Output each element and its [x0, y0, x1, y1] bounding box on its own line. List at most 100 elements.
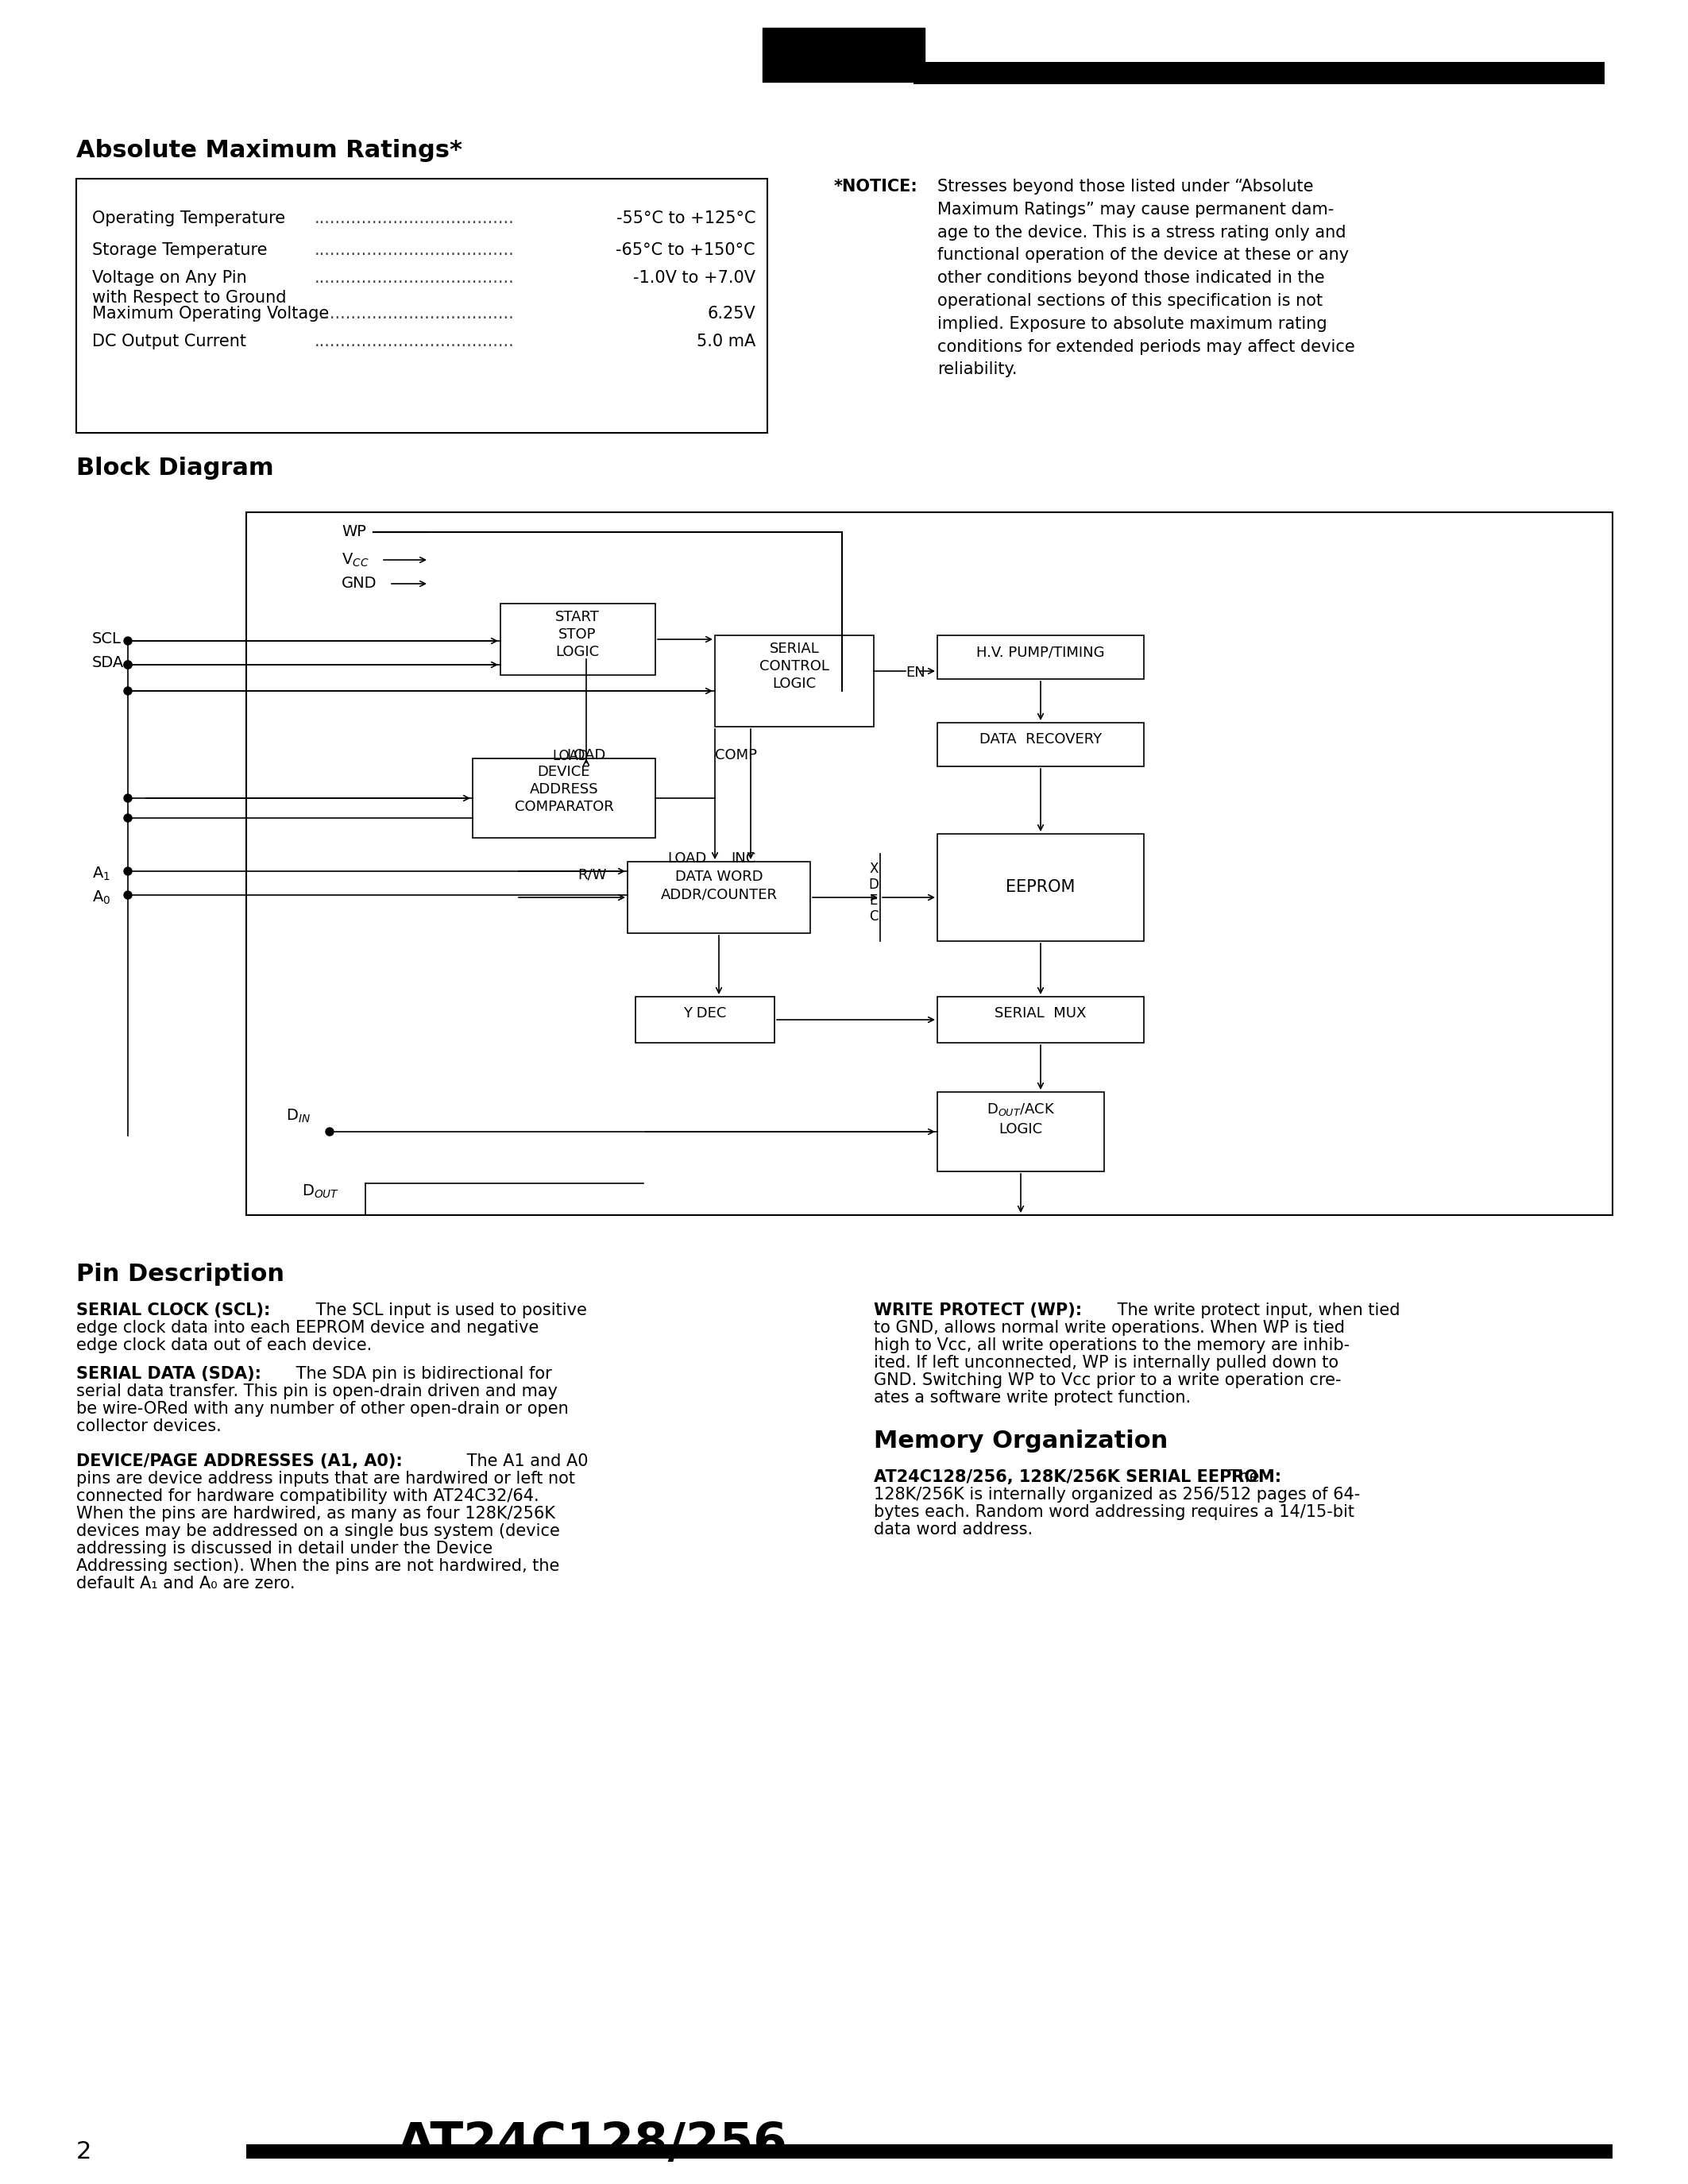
Text: AT24C128/256: AT24C128/256: [397, 2121, 788, 2167]
Text: Memory Organization: Memory Organization: [874, 1431, 1168, 1452]
Text: GND: GND: [341, 577, 376, 592]
Text: When the pins are hardwired, as many as four 128K/256K: When the pins are hardwired, as many as …: [76, 1505, 555, 1522]
Text: X: X: [869, 863, 878, 876]
Text: SCL: SCL: [93, 631, 122, 646]
Text: DATA  RECOVERY: DATA RECOVERY: [979, 732, 1102, 747]
Circle shape: [123, 638, 132, 644]
Text: -65°C to +150°C: -65°C to +150°C: [616, 242, 756, 258]
Bar: [76, 179, 768, 432]
Circle shape: [123, 867, 132, 876]
Text: LOAD: LOAD: [567, 749, 606, 762]
Circle shape: [123, 795, 132, 802]
Text: D: D: [869, 878, 879, 891]
Text: EEPROM: EEPROM: [1006, 880, 1075, 895]
Text: ......................................: ......................................: [314, 210, 515, 227]
Bar: [635, 996, 775, 1042]
Text: D$_{OUT}$/ACK
LOGIC: D$_{OUT}$/ACK LOGIC: [986, 1101, 1055, 1136]
Text: WP: WP: [341, 524, 366, 539]
Text: ......................................: ......................................: [314, 334, 515, 349]
Text: Block Diagram: Block Diagram: [76, 456, 273, 480]
Text: Storage Temperature: Storage Temperature: [93, 242, 267, 258]
Bar: [76, 179, 768, 192]
Text: -1.0V to +7.0V: -1.0V to +7.0V: [633, 271, 756, 286]
Text: D$_{OUT}$: D$_{OUT}$: [302, 1184, 339, 1201]
Bar: [473, 758, 655, 839]
Text: 6.25V: 6.25V: [707, 306, 756, 321]
Text: WRITE PROTECT (WP):: WRITE PROTECT (WP):: [874, 1302, 1082, 1319]
Text: The write protect input, when tied: The write protect input, when tied: [1112, 1302, 1399, 1319]
Text: START
STOP
LOGIC: START STOP LOGIC: [555, 609, 599, 660]
Text: to GND, allows normal write operations. When WP is tied: to GND, allows normal write operations. …: [874, 1319, 1345, 1337]
Text: 2: 2: [76, 2140, 91, 2164]
Text: Absolute Maximum Ratings*: Absolute Maximum Ratings*: [76, 140, 463, 162]
Bar: [716, 636, 874, 727]
Text: ......................................: ......................................: [314, 306, 515, 321]
Text: DC Output Current: DC Output Current: [93, 334, 246, 349]
Text: ATMEL: ATMEL: [770, 35, 917, 74]
Bar: [246, 2145, 1612, 2158]
Text: Operating Temperature: Operating Temperature: [93, 210, 285, 227]
Text: edge clock data into each EEPROM device and negative: edge clock data into each EEPROM device …: [76, 1319, 538, 1337]
Text: H.V. PUMP/TIMING: H.V. PUMP/TIMING: [976, 644, 1104, 660]
Text: bytes each. Random word addressing requires a 14/15-bit: bytes each. Random word addressing requi…: [874, 1505, 1354, 1520]
Circle shape: [123, 662, 132, 668]
Text: Maximum Operating Voltage: Maximum Operating Voltage: [93, 306, 329, 321]
Text: DEVICE/PAGE ADDRESSES (A1, A0):: DEVICE/PAGE ADDRESSES (A1, A0):: [76, 1452, 402, 1470]
Text: *NOTICE:: *NOTICE:: [834, 179, 918, 194]
Text: COMP: COMP: [716, 749, 756, 762]
Bar: [913, 61, 1605, 85]
Text: data word address.: data word address.: [874, 1522, 1033, 1538]
Text: -55°C to +125°C: -55°C to +125°C: [616, 210, 756, 227]
Text: addressing is discussed in detail under the Device: addressing is discussed in detail under …: [76, 1540, 493, 1557]
Text: DEVICE
ADDRESS
COMPARATOR: DEVICE ADDRESS COMPARATOR: [515, 764, 613, 815]
Text: ......................................: ......................................: [314, 271, 515, 286]
Text: A$_1$: A$_1$: [93, 865, 110, 882]
Text: C: C: [869, 909, 878, 924]
Bar: [937, 723, 1144, 767]
Text: be wire-ORed with any number of other open-drain or open: be wire-ORed with any number of other op…: [76, 1400, 569, 1417]
Text: The: The: [1224, 1470, 1259, 1485]
Bar: [628, 863, 810, 933]
Text: A$_0$: A$_0$: [93, 889, 111, 906]
Text: Pin Description: Pin Description: [76, 1262, 284, 1286]
Text: SERIAL DATA (SDA):: SERIAL DATA (SDA):: [76, 1365, 262, 1382]
Text: 5.0 mA: 5.0 mA: [697, 334, 756, 349]
Text: high to Vᴄᴄ, all write operations to the memory are inhib-: high to Vᴄᴄ, all write operations to the…: [874, 1337, 1350, 1354]
Text: Y DEC: Y DEC: [684, 1007, 726, 1020]
Text: 128K/256K is internally organized as 256/512 pages of 64-: 128K/256K is internally organized as 256…: [874, 1487, 1361, 1503]
Text: pins are device address inputs that are hardwired or left not: pins are device address inputs that are …: [76, 1470, 576, 1487]
Text: LOAD: LOAD: [552, 749, 589, 762]
Text: SDA: SDA: [93, 655, 125, 670]
Bar: [937, 996, 1144, 1042]
Text: edge clock data out of each device.: edge clock data out of each device.: [76, 1337, 371, 1354]
Text: V$_{CC}$: V$_{CC}$: [341, 553, 370, 568]
Text: SERIAL  MUX: SERIAL MUX: [994, 1007, 1087, 1020]
Text: Voltage on Any Pin
with Respect to Ground: Voltage on Any Pin with Respect to Groun…: [93, 271, 287, 306]
Text: The A1 and A0: The A1 and A0: [461, 1452, 587, 1470]
Text: ited. If left unconnected, WP is internally pulled down to: ited. If left unconnected, WP is interna…: [874, 1354, 1339, 1372]
Text: The SCL input is used to positive: The SCL input is used to positive: [311, 1302, 587, 1319]
Circle shape: [123, 815, 132, 821]
Text: connected for hardware compatibility with AT24C32/64.: connected for hardware compatibility wit…: [76, 1487, 538, 1505]
Circle shape: [123, 891, 132, 900]
Text: ates a software write protect function.: ates a software write protect function.: [874, 1389, 1190, 1406]
Bar: [937, 636, 1144, 679]
Text: ......................................: ......................................: [314, 242, 515, 258]
Bar: [500, 603, 655, 675]
Text: GND. Switching WP to Vᴄᴄ prior to a write operation cre-: GND. Switching WP to Vᴄᴄ prior to a writ…: [874, 1372, 1342, 1389]
Text: Addressing section). When the pins are not hardwired, the: Addressing section). When the pins are n…: [76, 1557, 559, 1575]
Text: devices may be addressed on a single bus system (device: devices may be addressed on a single bus…: [76, 1522, 560, 1540]
Bar: [937, 1092, 1104, 1171]
Text: LOAD: LOAD: [667, 852, 707, 865]
Text: INC: INC: [731, 852, 756, 865]
Text: SERIAL CLOCK (SCL):: SERIAL CLOCK (SCL):: [76, 1302, 270, 1319]
Circle shape: [326, 1127, 334, 1136]
Text: EN: EN: [905, 666, 925, 679]
Text: The SDA pin is bidirectional for: The SDA pin is bidirectional for: [290, 1365, 552, 1382]
Circle shape: [123, 662, 132, 668]
Bar: [246, 513, 1612, 1214]
Text: Stresses beyond those listed under “Absolute
Maximum Ratings” may cause permanen: Stresses beyond those listed under “Abso…: [937, 179, 1355, 378]
Circle shape: [123, 688, 132, 695]
Text: D$_{IN}$: D$_{IN}$: [285, 1107, 311, 1125]
Text: default A₁ and A₀ are zero.: default A₁ and A₀ are zero.: [76, 1575, 295, 1592]
